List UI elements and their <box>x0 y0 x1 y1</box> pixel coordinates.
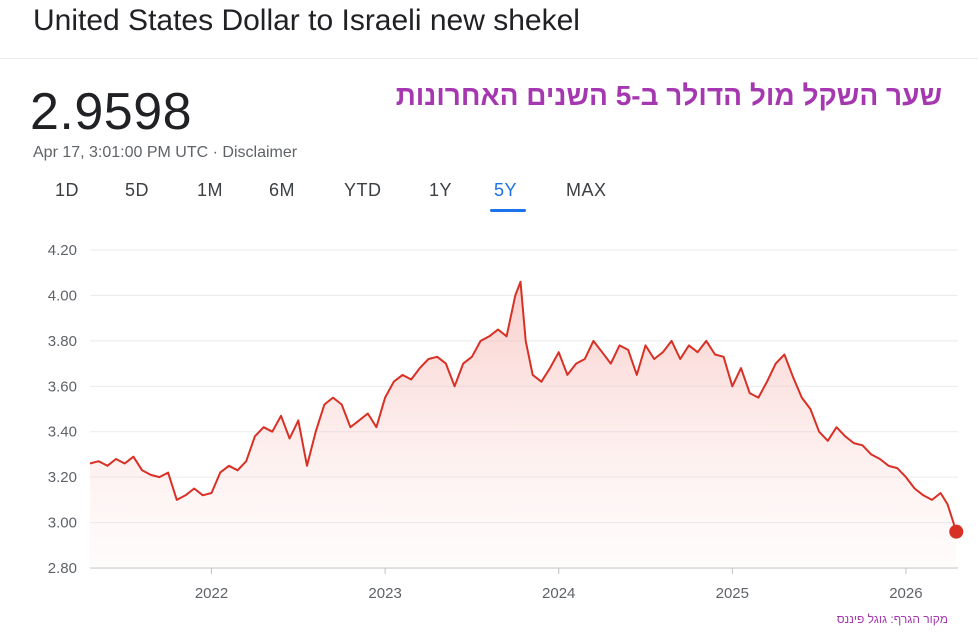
y-tick-label: 3.40 <box>48 424 77 441</box>
timestamp: Apr 17, 3:01:00 PM UTC <box>33 144 209 161</box>
y-tick-label: 3.00 <box>48 515 77 532</box>
source-note: מקור הגרף: גוגל פיננס <box>836 612 948 626</box>
tab-1y[interactable]: 1Y <box>429 180 453 200</box>
tab-6m[interactable]: 6M <box>269 180 296 200</box>
x-tick-label: 2022 <box>195 585 228 602</box>
area-fill <box>90 281 957 568</box>
series-line <box>89 280 958 533</box>
x-tick-label: 2023 <box>368 585 401 602</box>
x-tick-label: 2025 <box>716 585 749 602</box>
tab-5y[interactable]: 5Y <box>494 180 518 200</box>
tab-5d[interactable]: 5D <box>125 180 150 200</box>
tab-1m[interactable]: 1M <box>197 180 224 200</box>
y-tick-label: 4.00 <box>48 287 77 304</box>
y-tick-label: 3.20 <box>48 469 77 486</box>
price-meta: Apr 17, 3:01:00 PM UTC · Disclaimer <box>33 144 297 162</box>
active-tab-underline <box>490 209 526 212</box>
x-tick-label: 2024 <box>542 585 575 602</box>
hebrew-annotation: שער השקל מול הדולר ב-5 השנים האחרונות <box>395 80 942 111</box>
y-tick-label: 2.80 <box>48 560 77 577</box>
current-price: 2.9598 <box>30 83 193 141</box>
exchange-rate-chart[interactable]: 4.20 4.00 3.80 3.60 3.40 3.20 3.00 2.80 2022 202… <box>0 232 978 612</box>
tab-1d[interactable]: 1D <box>55 180 80 200</box>
x-tick-label: 2026 <box>889 585 922 602</box>
tab-max[interactable]: MAX <box>566 180 607 200</box>
y-tick-label: 3.60 <box>48 378 77 395</box>
page-title: United States Dollar to Israeli new shek… <box>33 4 580 37</box>
tab-ytd[interactable]: YTD <box>344 180 382 200</box>
disclaimer-link[interactable]: Disclaimer <box>222 144 298 161</box>
y-tick-label: 4.20 <box>48 242 77 259</box>
range-tabs: 1D 5D 1M 6M YTD 1Y 5Y MAX <box>0 180 700 216</box>
y-tick-label: 3.80 <box>48 333 77 350</box>
current-value-point <box>949 524 964 539</box>
meta-separator: · <box>208 144 223 161</box>
header-divider <box>0 58 978 59</box>
